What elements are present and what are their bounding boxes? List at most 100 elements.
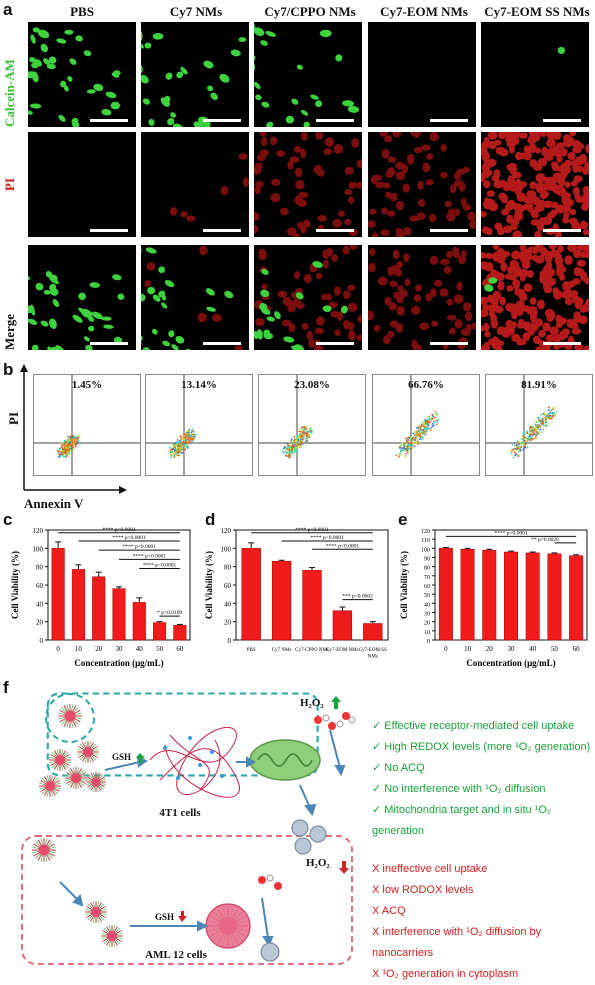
x-tick-label: 10 xyxy=(75,645,83,653)
bar xyxy=(133,602,146,640)
scale-bar xyxy=(543,229,581,232)
scale-bar xyxy=(430,342,468,345)
significance-label: **** p<0.0001 xyxy=(494,530,528,536)
bar xyxy=(548,554,561,640)
y-axis-label: Cell Viability (%) xyxy=(10,551,20,619)
scale-bar xyxy=(203,229,241,232)
flow-xlabel: Annexin V xyxy=(24,496,83,512)
significance-label: * p<0.0189 xyxy=(157,610,182,616)
h2o2-down-arrow xyxy=(339,861,349,874)
h2o2-molecules-top xyxy=(314,712,355,730)
microscopy-image xyxy=(141,22,249,127)
bar xyxy=(153,623,166,640)
significance-label: **** p<0.0001 xyxy=(112,535,146,541)
polymer-tangle xyxy=(150,727,239,797)
nanoparticle-icon xyxy=(65,767,87,789)
col-head-cy7-eom-ss: Cy7-EOM SS NMs xyxy=(481,4,593,20)
x-tick-label: 40 xyxy=(529,645,537,653)
mitochondrion-icon xyxy=(250,740,320,780)
significance-label: **** p<0.0001 xyxy=(311,535,345,541)
top-item: ✓ No interference with ¹O₂ diffusion xyxy=(372,779,595,800)
gsh-label-top: GSH xyxy=(112,752,131,762)
microscopy-image xyxy=(28,22,136,127)
flow-percentage: 66.76% xyxy=(373,379,479,391)
microscopy-image xyxy=(481,132,589,237)
bar xyxy=(483,550,496,640)
significance-label: **** p<0.0001 xyxy=(123,544,157,550)
col-head-pbs: PBS xyxy=(28,4,136,20)
y-tick-label: 100 xyxy=(33,545,44,553)
h2o2-up-arrow xyxy=(331,696,341,709)
bar xyxy=(569,556,582,640)
bottom-feature-list: X ineffective cell uptake X low RODOX le… xyxy=(372,859,595,985)
y-tick-label: 0 xyxy=(427,639,430,645)
y-tick-label: 70 xyxy=(424,575,430,581)
microscopy-image xyxy=(28,245,136,350)
microscopy-image xyxy=(368,22,476,127)
y-tick-label: 20 xyxy=(424,621,430,627)
col-head-cy7-cppo: Cy7/CPPO NMs xyxy=(254,4,366,20)
nanoparticle-icon xyxy=(58,704,82,728)
scale-bar xyxy=(203,119,241,122)
y-tick-label: 100 xyxy=(221,545,232,553)
bottom-cell-label: AML 12 cells xyxy=(145,949,207,961)
col-head-cy7: Cy7 NMs xyxy=(142,4,250,20)
bottom-tangle xyxy=(206,904,250,948)
row-label-merge: Merge xyxy=(2,245,18,350)
x-tick-label: Cy7-EOM SS xyxy=(359,648,387,653)
row-label-pi: PI xyxy=(2,132,18,237)
col-head-cy7-eom: Cy7-EOM NMs xyxy=(369,4,479,20)
scale-bar xyxy=(316,342,354,345)
microscopy-image xyxy=(254,132,362,237)
flow-percentage: 81.91% xyxy=(486,379,592,391)
y-tick-label: 20 xyxy=(36,619,44,627)
scale-bar xyxy=(316,119,354,122)
gsh-down-arrow xyxy=(178,911,187,922)
microscopy-image xyxy=(141,245,249,350)
scale-bar xyxy=(90,229,128,232)
y-tick-label: 60 xyxy=(224,582,232,590)
flow-percentage: 23.08% xyxy=(259,379,365,391)
y-tick-label: 110 xyxy=(421,538,430,544)
flow-plot: 1.45% xyxy=(33,374,141,476)
y-tick-label: 60 xyxy=(36,582,44,590)
significance-label: ** p=0.0028 xyxy=(531,537,559,543)
y-tick-label: 120 xyxy=(221,527,232,535)
x-tick-label: NMs xyxy=(368,655,378,660)
flow-plot: 13.14% xyxy=(145,374,253,476)
y-tick-label: 120 xyxy=(421,529,430,535)
y-tick-label: 80 xyxy=(424,566,430,572)
scale-bar xyxy=(316,229,354,232)
bar xyxy=(461,549,474,640)
nanoparticle-icon xyxy=(77,741,99,763)
x-tick-label: 0 xyxy=(56,645,60,653)
x-tick-label: 20 xyxy=(95,645,103,653)
y-axis-label: Cell Viability (%) xyxy=(399,551,409,619)
scale-bar xyxy=(430,119,468,122)
scale-bar xyxy=(90,119,128,122)
row-label-calcein: Calcein-AM xyxy=(2,22,18,127)
bar xyxy=(242,548,261,640)
y-tick-label: 0 xyxy=(228,637,232,645)
x-tick-label: PBS xyxy=(247,648,256,653)
y-tick-label: 40 xyxy=(424,602,430,608)
flow-plot: 81.91% xyxy=(485,374,593,476)
nanoparticle-icon xyxy=(101,925,123,947)
flow-percentage: 13.14% xyxy=(146,379,252,391)
bar xyxy=(439,548,452,640)
top-item: ✓ Effective receptor-mediated cell uptak… xyxy=(372,716,595,737)
bottom-dashed-box xyxy=(22,836,352,964)
x-tick-label: 50 xyxy=(156,645,164,653)
scale-bar xyxy=(543,119,581,122)
y-tick-label: 120 xyxy=(33,527,44,535)
h2o2-label-bottom: H₂O₂ xyxy=(306,857,330,869)
y-tick-label: 50 xyxy=(424,593,430,599)
significance-label: **** p<0.0001 xyxy=(143,563,177,569)
singlet-oxygen-bottom xyxy=(261,943,279,961)
x-axis-label: Concentration (μg/mL) xyxy=(466,658,555,668)
microscopy-image xyxy=(368,132,476,237)
microscopy-image xyxy=(254,22,362,127)
h2o2-molecules-bottom xyxy=(258,875,282,890)
